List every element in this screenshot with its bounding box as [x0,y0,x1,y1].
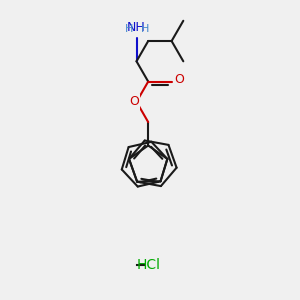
Text: HCl: HCl [136,258,160,272]
Text: O: O [129,95,139,108]
Text: O: O [174,73,184,86]
Text: H: H [141,24,150,34]
Text: H: H [125,24,134,34]
Text: NH: NH [127,21,146,34]
